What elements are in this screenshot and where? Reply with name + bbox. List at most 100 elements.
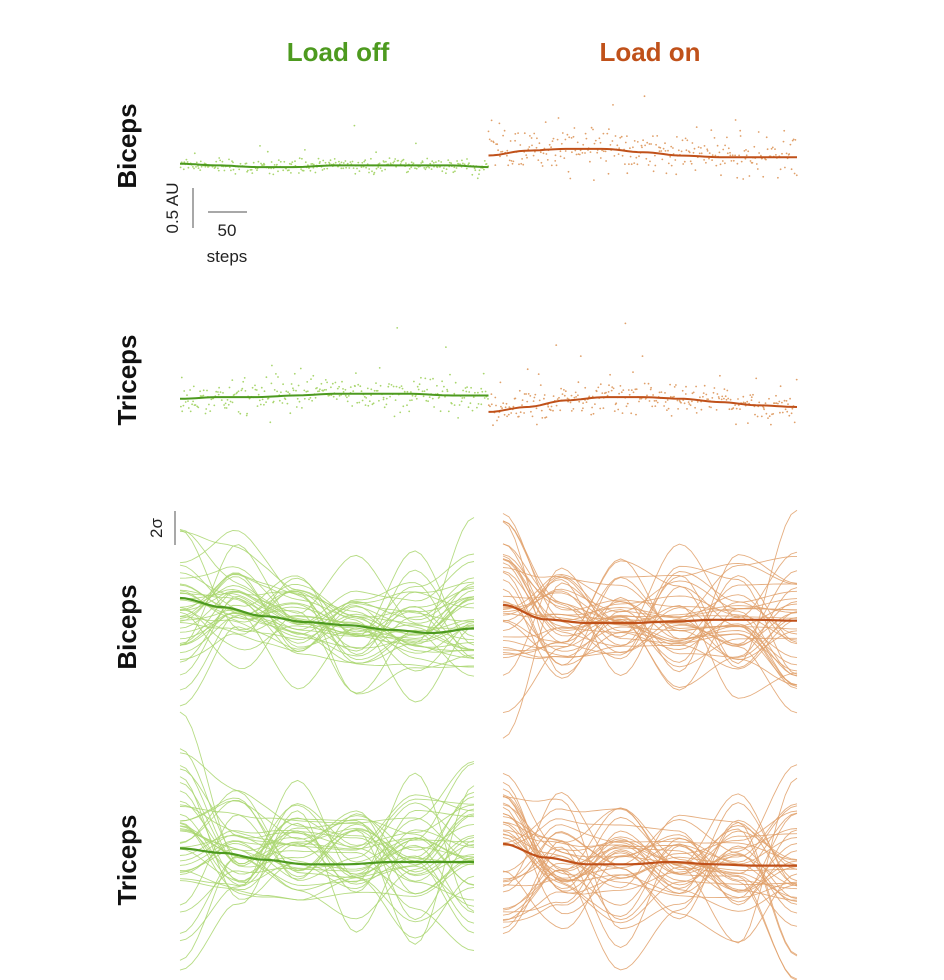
scatter-point — [589, 151, 592, 154]
scatter-point — [457, 163, 460, 165]
scatter-point — [413, 380, 415, 383]
scatter-point — [296, 397, 299, 400]
scatter-point — [257, 393, 260, 396]
scatter-point — [398, 386, 401, 389]
scatter-point — [751, 161, 754, 164]
mean-trace-line — [179, 596, 475, 635]
scatter-point — [506, 154, 508, 157]
scatter-point — [450, 402, 453, 405]
scatter-point — [689, 160, 692, 163]
scatter-point — [684, 393, 687, 395]
scatter-point — [611, 386, 614, 388]
scatter-point — [542, 152, 545, 155]
scatter-point — [487, 398, 489, 400]
scatter-point — [594, 139, 597, 142]
scatter-point — [563, 389, 565, 391]
scatter-point — [730, 160, 733, 162]
scatter-point — [220, 399, 223, 401]
scatter-point — [300, 168, 302, 171]
scatter-point — [234, 173, 237, 175]
scatter-point — [393, 160, 396, 163]
scatter-point — [632, 391, 635, 394]
trace-line — [502, 802, 798, 901]
scatter-point — [494, 164, 497, 167]
scatter-point — [544, 121, 547, 123]
scatter-point — [646, 394, 648, 397]
scatter-point — [237, 411, 240, 413]
scatter-point — [575, 396, 577, 398]
scatter-point — [638, 400, 640, 403]
scatter-point — [202, 389, 205, 392]
scatter-point — [688, 403, 691, 405]
scatter-point — [412, 162, 415, 165]
scatter-point — [184, 401, 187, 403]
scatter-point — [355, 372, 357, 374]
scatter-point — [614, 135, 617, 137]
scatter-point — [254, 384, 256, 387]
trace-line — [179, 529, 475, 668]
scatter-point — [564, 390, 567, 393]
trace-line — [179, 550, 475, 646]
scatter-point — [346, 400, 349, 403]
scatter-point — [690, 162, 693, 165]
scatter-point — [767, 417, 769, 419]
scatter-point — [658, 150, 661, 153]
scatter-point — [424, 168, 427, 171]
scatter-point — [742, 401, 745, 404]
scatter-point — [753, 145, 756, 148]
scatter-point — [502, 134, 504, 137]
scatter-point — [533, 396, 536, 399]
row-label-triceps-traces: Triceps — [112, 814, 142, 905]
scatter-point — [388, 157, 391, 160]
scatter-point — [356, 167, 358, 170]
scatter-point — [782, 140, 785, 143]
scatter-point — [205, 408, 208, 410]
scatter-point — [454, 381, 457, 384]
scatter-point — [635, 413, 637, 416]
scatter-point — [312, 163, 315, 166]
trace-line — [502, 573, 798, 672]
scatter-point — [537, 159, 540, 162]
scatter-point — [255, 389, 258, 391]
scatter-point — [260, 162, 262, 165]
scatter-point — [245, 414, 248, 417]
scatter-point — [376, 389, 379, 392]
scatter-point — [526, 400, 529, 403]
scatter-point — [574, 149, 577, 152]
trace-line — [179, 577, 475, 657]
scatter-point — [443, 167, 445, 170]
scatter-point — [779, 411, 781, 414]
scatter-point — [639, 398, 641, 400]
scatter-point — [630, 163, 633, 166]
scatter-point — [762, 406, 765, 409]
scatter-point — [394, 158, 397, 160]
scatter-point — [197, 165, 199, 167]
scatter-point — [342, 167, 345, 170]
scatter-point — [268, 172, 271, 175]
trace-line — [179, 772, 475, 912]
scatter-point — [588, 395, 591, 398]
scatter-point — [360, 390, 363, 393]
scatter-point — [564, 138, 567, 141]
scatter-point — [452, 171, 455, 174]
z-scale-bar: 2σ — [147, 511, 176, 545]
scatter-point — [636, 163, 639, 166]
scatter-point — [215, 160, 218, 163]
scatter-point — [328, 394, 331, 397]
scatter-point — [382, 396, 385, 399]
scatter-point — [779, 168, 782, 171]
scatter-point — [591, 406, 593, 409]
scatter-point — [566, 397, 569, 400]
scatter-point — [217, 167, 219, 170]
scatter-point — [532, 400, 535, 402]
scatter-point — [765, 136, 768, 139]
scatter-point — [193, 167, 195, 170]
series-load-on — [502, 764, 798, 980]
scatter-point — [795, 174, 798, 177]
scatter-point — [667, 162, 670, 165]
panel-biceps-raw — [179, 95, 798, 182]
trace-line — [502, 795, 798, 895]
scatter-point — [417, 166, 420, 168]
scatter-point — [612, 104, 614, 106]
scatter-point — [589, 160, 591, 163]
